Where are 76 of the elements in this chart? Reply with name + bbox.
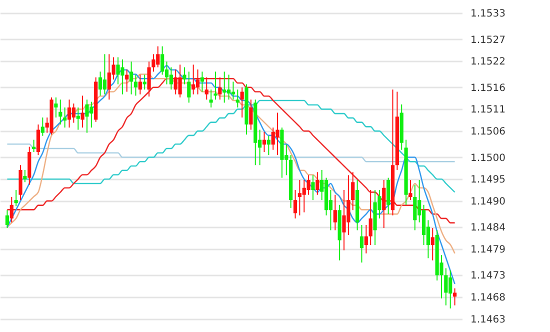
candlestick bbox=[178, 64, 182, 98]
candlestick bbox=[142, 74, 146, 90]
candlestick bbox=[160, 46, 164, 76]
y-tick-label: 1.1527 bbox=[470, 34, 506, 46]
y-tick-label: 1.1484 bbox=[470, 222, 506, 234]
y-tick-label: 1.1506 bbox=[470, 126, 506, 138]
candlestick bbox=[444, 268, 448, 306]
candlestick bbox=[58, 99, 62, 125]
candlestick bbox=[408, 179, 412, 201]
candlestick bbox=[316, 172, 320, 196]
candlestick bbox=[276, 112, 280, 156]
candlestick bbox=[23, 169, 27, 183]
candlestick bbox=[125, 68, 129, 92]
candlestick bbox=[351, 172, 355, 211]
candlestick bbox=[98, 71, 102, 96]
line-series bbox=[6, 100, 456, 193]
y-tick-label: 1.1463 bbox=[470, 314, 506, 326]
candlestick bbox=[67, 99, 72, 128]
candlestick bbox=[192, 64, 196, 95]
candlestick bbox=[138, 74, 142, 95]
candlestick bbox=[32, 139, 36, 153]
candlestick bbox=[169, 66, 173, 90]
candlestick bbox=[368, 190, 372, 246]
candlestick bbox=[187, 71, 191, 104]
candlestick bbox=[80, 95, 84, 128]
candlestick bbox=[293, 190, 298, 219]
candlestick bbox=[10, 196, 14, 223]
candlestick bbox=[240, 86, 244, 118]
candlestick bbox=[342, 190, 346, 251]
candlestick bbox=[63, 106, 67, 128]
candlestick bbox=[196, 68, 200, 95]
candlestick bbox=[14, 190, 18, 207]
candlestick bbox=[5, 210, 10, 229]
y-tick-label: 1.1522 bbox=[470, 56, 506, 68]
y-tick-label: 1.1495 bbox=[470, 174, 506, 186]
y-tick-label: 1.1473 bbox=[470, 270, 506, 282]
y-tick-label: 1.1533 bbox=[470, 8, 506, 20]
candlestick bbox=[266, 135, 270, 156]
candlestick bbox=[218, 76, 222, 100]
y-tick-label: 1.1490 bbox=[470, 196, 506, 208]
candlestick bbox=[413, 184, 417, 231]
y-tick-label: 1.1468 bbox=[470, 292, 506, 304]
y-tick-label: 1.1500 bbox=[470, 152, 506, 164]
candlestick bbox=[152, 54, 156, 72]
candlestick bbox=[129, 61, 134, 95]
candlestick bbox=[222, 71, 226, 104]
candlestick bbox=[231, 81, 236, 100]
candlestick bbox=[364, 224, 368, 254]
candlestick bbox=[209, 89, 213, 108]
y-tick-label: 1.1479 bbox=[470, 244, 506, 256]
candlestick bbox=[72, 103, 76, 124]
candlestick bbox=[226, 74, 231, 100]
candlestick bbox=[430, 228, 434, 261]
candlestick bbox=[214, 71, 218, 100]
candlestick bbox=[116, 56, 120, 85]
candlestick bbox=[311, 174, 315, 201]
candlestick bbox=[204, 76, 208, 100]
y-tick-label: 1.1516 bbox=[470, 82, 506, 94]
candlestick bbox=[236, 89, 240, 108]
candlestick bbox=[134, 74, 138, 96]
candlestick bbox=[36, 124, 40, 156]
candlestick bbox=[182, 66, 186, 85]
candlestick bbox=[40, 117, 44, 136]
candlestick bbox=[147, 61, 151, 98]
candlestick bbox=[306, 174, 310, 196]
candlestick bbox=[102, 54, 107, 95]
candlestick bbox=[262, 131, 266, 153]
candlestick bbox=[249, 99, 253, 130]
candlestick bbox=[333, 194, 337, 231]
candlestick bbox=[452, 288, 457, 306]
candlestick bbox=[382, 179, 386, 229]
candlestick bbox=[54, 96, 58, 118]
candlestick bbox=[85, 99, 89, 134]
y-tick-label: 1.1511 bbox=[470, 104, 506, 116]
candlestick bbox=[360, 224, 364, 264]
candlestick bbox=[76, 106, 80, 130]
